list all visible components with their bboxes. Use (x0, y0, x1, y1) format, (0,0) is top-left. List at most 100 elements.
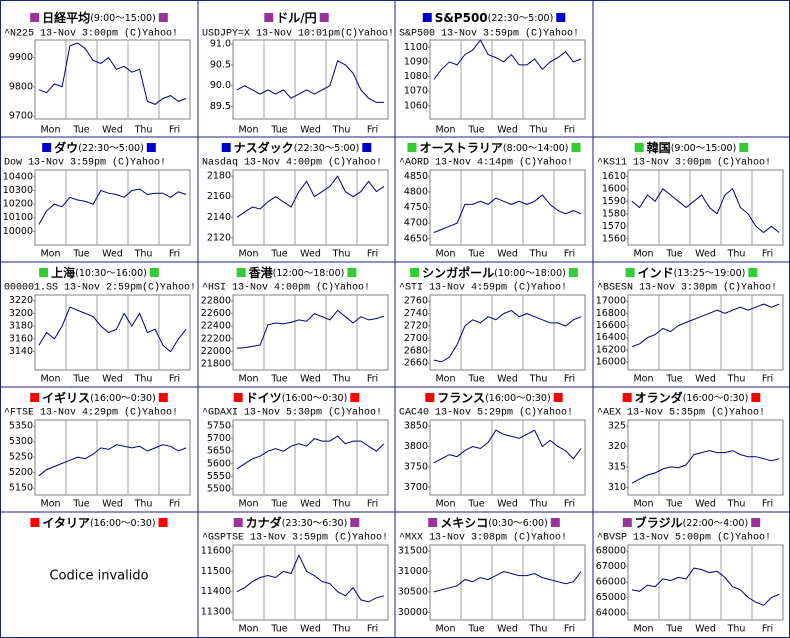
price-line (236, 435, 385, 470)
y-tick-label: 9700 (9, 111, 33, 122)
plot-frame (232, 419, 389, 496)
plot-frame (232, 39, 389, 120)
x-tick-label: Fri (169, 374, 180, 385)
y-tick-label: 30000 (398, 607, 428, 618)
y-tick-label: 1560 (602, 233, 626, 244)
x-tick-label: Fri (564, 249, 575, 260)
title-hours: (22:30～5:00) (78, 143, 144, 154)
title-marker (30, 393, 40, 402)
subtitle: 000001.SS 13-Nov 2:59pm(C)Yahoo! (4, 282, 196, 294)
y-tick-label: 9800 (9, 81, 33, 92)
x-tick-label: Tue (270, 624, 287, 635)
cell-title: フランス(16:00～0:30) (437, 391, 550, 405)
x-tick-label: Mon (435, 624, 455, 635)
price-line (236, 309, 385, 349)
x-tick-label: Wed (300, 125, 321, 136)
y-tick-label: 5500 (207, 483, 231, 494)
title-marker (748, 268, 758, 277)
y-tick-label: 10100 (3, 212, 33, 223)
x-tick-label: Fri (169, 499, 180, 510)
x-tick-label: Thu (529, 125, 548, 136)
x-tick-label: Fri (762, 624, 773, 635)
x-tick-label: Wed (497, 624, 518, 635)
x-tick-label: Thu (727, 374, 746, 385)
title-marker (550, 518, 560, 527)
x-tick-label: Fri (367, 374, 378, 385)
x-tick-label: Wed (102, 499, 123, 510)
y-tick-label: 1600 (602, 183, 626, 194)
cell-title: イタリア(16:00～0:30) (42, 516, 155, 530)
x-tick-label: Thu (727, 624, 746, 635)
title-marker (30, 518, 40, 527)
title-marker (428, 518, 438, 527)
price-line (236, 175, 385, 218)
x-tick-label: Tue (270, 499, 287, 510)
plot-frame (34, 39, 191, 120)
cell-title: オーストラリア(8:00～14:00) (419, 141, 568, 155)
y-tick-label: 1100 (404, 42, 428, 53)
cell-title: 韓国(9:00～15:00) (647, 140, 737, 155)
y-tick-label: 10000 (3, 226, 33, 237)
title-marker (622, 393, 632, 402)
y-tick-label: 310 (608, 482, 626, 493)
y-tick-label: 10200 (3, 199, 33, 210)
y-tick-label: 30500 (398, 586, 428, 597)
y-tick-label: 4800 (404, 186, 428, 197)
y-tick-label: 5200 (9, 467, 33, 478)
x-tick-label: Tue (467, 374, 484, 385)
plot-frame (232, 294, 389, 371)
cell-title: メキシコ(0:30～6:00) (440, 516, 548, 530)
title-hours: (12:00～18:00) (273, 268, 345, 279)
title-marker (739, 143, 749, 152)
y-tick-label: 10400 (3, 171, 33, 182)
title-name: フランス (437, 391, 485, 405)
y-tick-label: 22000 (201, 346, 231, 357)
y-tick-label: 5700 (207, 433, 231, 444)
y-tick-label: 2160 (207, 191, 231, 202)
y-tick-label: 1090 (404, 56, 428, 67)
y-tick-label: 1070 (404, 86, 428, 97)
x-tick-label: Fri (367, 624, 378, 635)
title-marker (233, 393, 243, 402)
x-tick-label: Tue (72, 125, 89, 136)
title-marker (422, 13, 432, 22)
title-name: ブラジル (635, 515, 683, 530)
title-marker (556, 13, 566, 22)
x-tick-label: Tue (270, 374, 287, 385)
title-marker (622, 518, 632, 527)
cell-title: ドル/円 (276, 11, 316, 25)
x-tick-label: Wed (102, 249, 123, 260)
x-tick-label: Fri (564, 624, 575, 635)
x-tick-label: Thu (529, 249, 548, 260)
x-tick-label: Mon (238, 374, 258, 385)
subtitle: ^GSPTSE 13-Nov 3:59pm (C)Yahoo! (202, 532, 388, 544)
y-tick-label: 21800 (201, 359, 231, 370)
price-line (433, 570, 582, 593)
y-tick-label: 5600 (207, 458, 231, 469)
title-marker (425, 393, 435, 402)
y-tick-label: 1570 (602, 221, 626, 232)
title-hours: (16:00～0:30) (485, 393, 551, 404)
y-tick-label: 2680 (404, 345, 428, 356)
price-line (631, 450, 780, 484)
x-tick-label: Mon (40, 125, 60, 136)
cell-title: カナダ(23:30～6:30) (246, 515, 348, 530)
y-tick-label: 16000 (596, 357, 626, 368)
x-tick-label: Wed (102, 374, 123, 385)
title-marker (149, 268, 159, 277)
x-tick-label: Mon (238, 624, 258, 635)
x-tick-label: Wed (497, 249, 518, 260)
title-hours: (10:00～18:00) (494, 268, 566, 279)
error-message: Codice invalido (49, 569, 148, 584)
x-tick-label: Wed (300, 249, 321, 260)
price-line (38, 444, 187, 477)
plot-frame (627, 169, 784, 246)
y-tick-label: 11300 (201, 607, 231, 618)
cell-title: イギリス(16:00～0:30) (42, 390, 156, 405)
title-marker (568, 268, 578, 277)
price-line (631, 567, 780, 606)
x-tick-label: Mon (435, 249, 455, 260)
x-tick-label: Wed (497, 499, 518, 510)
title-hours: (16:00～0:30) (282, 393, 348, 404)
